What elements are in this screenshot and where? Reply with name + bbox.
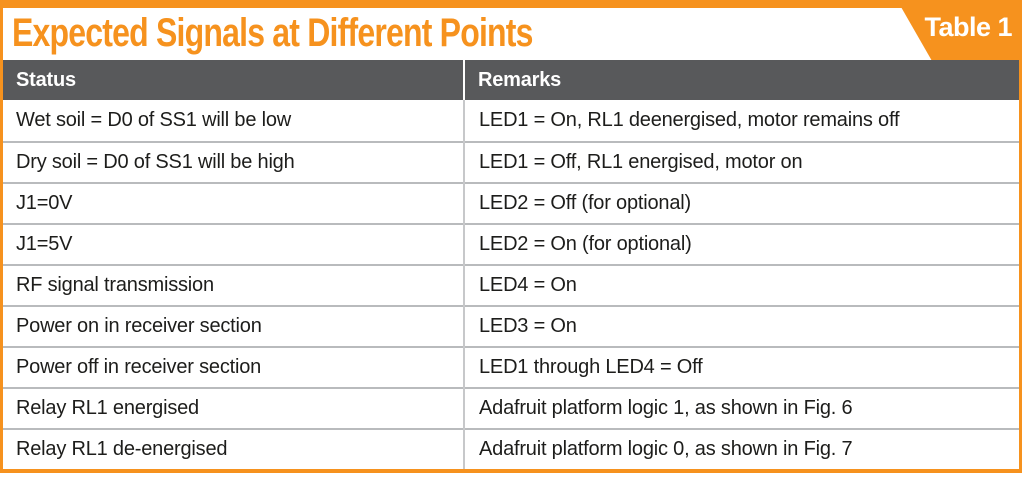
table-title: Expected Signals at Different Points — [12, 11, 533, 55]
header-column-divider — [463, 60, 465, 100]
table-header-row: Status Remarks — [3, 60, 1019, 100]
column-header-status: Status — [16, 68, 76, 91]
status-cell: Dry soil = D0 of SS1 will be high — [16, 151, 295, 173]
status-cell: J1=0V — [16, 192, 73, 214]
remarks-cell: LED2 = On (for optional) — [479, 233, 692, 255]
status-cell: Wet soil = D0 of SS1 will be low — [16, 109, 292, 131]
table-row: Relay RL1 de-energised Adafruit platform… — [3, 428, 1019, 469]
remarks-cell: LED4 = On — [479, 274, 577, 296]
body-column-divider — [463, 100, 465, 469]
table-row: J1=0V LED2 = Off (for optional) — [3, 182, 1019, 223]
status-cell: Relay RL1 de-energised — [16, 438, 228, 460]
table-body: Wet soil = D0 of SS1 will be low LED1 = … — [3, 100, 1019, 469]
remarks-cell: Adafruit platform logic 0, as shown in F… — [479, 438, 853, 460]
table-number-label: Table 1 — [924, 12, 1012, 42]
status-cell: Power off in receiver section — [16, 356, 262, 378]
remarks-cell: LED1 = Off, RL1 energised, motor on — [479, 151, 803, 173]
table-row: J1=5V LED2 = On (for optional) — [3, 223, 1019, 264]
remarks-cell: LED1 = On, RL1 deenergised, motor remain… — [479, 109, 900, 131]
table-number-badge: Table 1 — [897, 0, 1022, 61]
column-header-remarks: Remarks — [478, 68, 562, 91]
remarks-cell: LED1 through LED4 = Off — [479, 356, 703, 378]
table-panel: Expected Signals at Different Points Tab… — [0, 0, 1022, 473]
table-row: Dry soil = D0 of SS1 will be high LED1 =… — [3, 141, 1019, 182]
status-cell: Power on in receiver section — [16, 315, 262, 337]
table-row: Relay RL1 energised Adafruit platform lo… — [3, 387, 1019, 428]
table-row: Power on in receiver section LED3 = On — [3, 305, 1019, 346]
status-cell: J1=5V — [16, 233, 73, 255]
table-titlebar: Expected Signals at Different Points Tab… — [3, 0, 1022, 61]
table-row: Wet soil = D0 of SS1 will be low LED1 = … — [3, 100, 1019, 141]
remarks-cell: LED2 = Off (for optional) — [479, 192, 691, 214]
table-row: Power off in receiver section LED1 throu… — [3, 346, 1019, 387]
remarks-cell: LED3 = On — [479, 315, 577, 337]
table-row: RF signal transmission LED4 = On — [3, 264, 1019, 305]
remarks-cell: Adafruit platform logic 1, as shown in F… — [479, 397, 853, 419]
status-cell: RF signal transmission — [16, 274, 214, 296]
status-cell: Relay RL1 energised — [16, 397, 199, 419]
